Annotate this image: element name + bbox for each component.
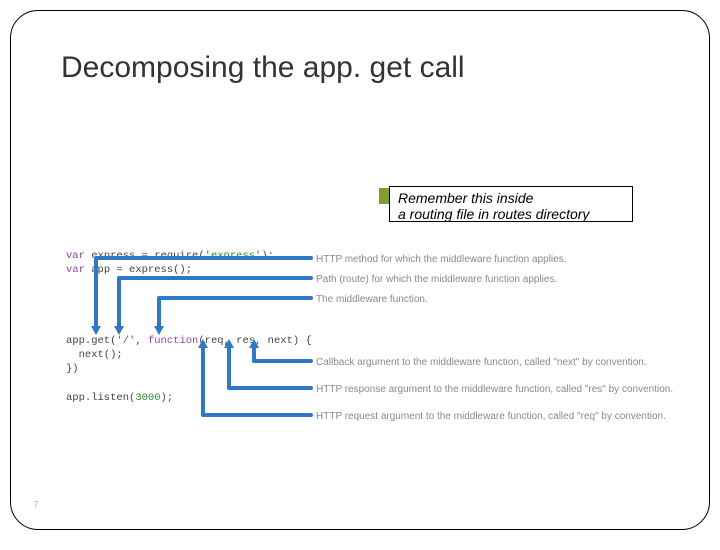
code-line [66, 292, 312, 306]
code-line: next(); [66, 348, 312, 362]
annotation-note: HTTP response argument to the middleware… [316, 384, 673, 395]
page-number: 7 [33, 500, 39, 511]
code-line: var app = express(); [66, 263, 312, 277]
code-line: }) [66, 362, 312, 376]
slide-title: Decomposing the app. get call [61, 51, 465, 85]
annotation-note: Path (route) for which the middleware fu… [316, 274, 557, 285]
annotation-note: Callback argument to the middleware func… [316, 357, 647, 368]
slide-frame: Decomposing the app. get call Remember t… [10, 10, 710, 530]
callout-line-1: Remember this inside [398, 190, 624, 206]
code-line [66, 306, 312, 320]
annotation-note: HTTP request argument to the middleware … [316, 411, 666, 422]
code-line [66, 377, 312, 391]
code-line [66, 320, 312, 334]
code-line: app.get('/', function(req, res, next) { [66, 334, 312, 348]
code-block: var express = require('express');var app… [66, 249, 312, 405]
callout-line-2: a routing file in routes directory [398, 206, 624, 222]
callout-box: Remember this inside a routing file in r… [389, 186, 633, 222]
annotation-note: HTTP method for which the middleware fun… [316, 254, 567, 265]
code-line: app.listen(3000); [66, 391, 312, 405]
annotation-note: The middleware function. [316, 294, 428, 305]
code-line [66, 277, 312, 291]
code-line: var express = require('express'); [66, 249, 312, 263]
